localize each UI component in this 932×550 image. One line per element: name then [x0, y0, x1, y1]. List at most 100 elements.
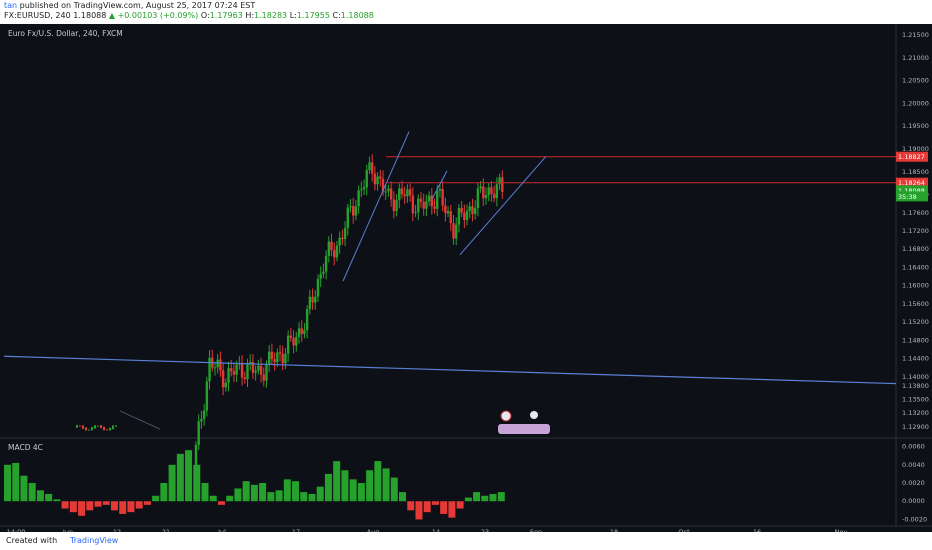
candle-body — [476, 188, 480, 209]
chart-area[interactable]: 1.21500 1.21000 1.20500 1.20000 1.19500 1.190… — [0, 24, 932, 532]
change-value: +0.00103 (+0.09%) — [117, 11, 199, 20]
candle-body — [292, 337, 295, 346]
candle-body — [408, 189, 412, 196]
candle-body — [365, 170, 368, 188]
candle-body — [303, 330, 306, 334]
event-flag-icon — [498, 424, 550, 434]
price-tick-label: 1.14000 — [902, 373, 929, 381]
candle-body — [232, 371, 236, 375]
candle-body — [82, 425, 84, 429]
macd-bar — [324, 473, 332, 502]
time-tick-label: 21 — [162, 528, 170, 532]
price-tick-label: 1.17600 — [902, 209, 929, 217]
macd-bar — [473, 492, 481, 502]
candle-body — [430, 195, 434, 207]
candle-body — [482, 186, 485, 199]
candle-body — [411, 195, 415, 214]
candle-body — [276, 352, 279, 363]
macd-bar — [415, 501, 423, 520]
price-label-badge — [896, 191, 928, 202]
candle-body — [492, 193, 496, 199]
chart-svg[interactable]: 1.21500 1.21000 1.20500 1.20000 1.19500 1.190… — [0, 24, 932, 532]
macd-tick-label: 0.0020 — [902, 479, 925, 487]
price-tick-label: 1.16000 — [902, 282, 929, 290]
candle-body — [460, 207, 463, 213]
publish-header: tan published on TradingView.com, August… — [0, 0, 932, 24]
author-link[interactable]: tan — [4, 1, 18, 10]
close-label: C: — [332, 11, 341, 20]
price-label-badge — [896, 185, 928, 196]
macd-bar — [464, 497, 472, 502]
macd-bar — [20, 475, 28, 502]
macd-tick-label: 0.0000 — [902, 497, 925, 505]
macd-bar — [283, 479, 291, 502]
open-value: 1.17963 — [209, 11, 243, 20]
candle-body — [498, 177, 501, 185]
candle-body — [417, 198, 420, 213]
macd-bar — [497, 492, 505, 502]
time-tick-label: 18 — [610, 528, 618, 532]
candle-body — [419, 198, 423, 202]
macd-bar — [152, 495, 160, 502]
candle-body — [501, 177, 504, 192]
candle-body — [281, 353, 284, 364]
candle-body — [213, 367, 217, 369]
candle-body — [484, 195, 488, 199]
candle-body — [346, 207, 349, 229]
price-tick-label: 1.21000 — [902, 54, 929, 62]
macd-bar — [275, 490, 283, 502]
publish-line: tan published on TradingView.com, August… — [4, 1, 255, 11]
price-label-text: 35:38 — [898, 193, 917, 201]
candle-body — [444, 205, 447, 214]
candle-body — [115, 425, 117, 427]
high-label: H: — [245, 11, 255, 20]
candle-body — [88, 429, 90, 431]
candle-body — [338, 237, 341, 246]
candle-body — [360, 189, 363, 191]
macd-bar — [489, 493, 497, 502]
macd-bar — [399, 492, 407, 502]
macd-bar — [78, 501, 86, 516]
time-tick-label: 14 — [432, 528, 440, 532]
open-label: O: — [200, 11, 210, 20]
created-with-text: Created with — [6, 536, 58, 545]
candle-body — [381, 178, 385, 192]
candle-body — [224, 382, 228, 388]
macd-bar — [333, 461, 341, 502]
time-tick-label: 16 — [753, 528, 761, 532]
candle-body — [376, 176, 379, 185]
time-tick-label: Jun — [62, 528, 73, 532]
candle-body — [112, 425, 114, 430]
price-tick-label: 1.13200 — [902, 409, 929, 417]
candle-body — [370, 162, 374, 174]
price-label-badge — [896, 177, 928, 188]
macd-bar — [45, 493, 53, 502]
candle-body — [257, 365, 260, 371]
candle-body — [327, 241, 331, 256]
price-tick-label: 1.20000 — [902, 99, 929, 107]
candle-body — [457, 207, 461, 225]
tradingview-logo-link[interactable]: TradingView — [70, 536, 119, 545]
macd-bar — [36, 490, 44, 502]
candle-body — [330, 241, 333, 251]
macd-bar — [357, 483, 365, 502]
candle-body — [473, 208, 477, 215]
price-label-text: 1.18827 — [898, 153, 925, 161]
candle-body — [379, 176, 382, 179]
candle-body — [357, 190, 360, 207]
macd-bar — [135, 501, 143, 509]
time-tick-label: 12 — [113, 528, 121, 532]
macd-bar — [102, 501, 110, 505]
macd-bar — [209, 495, 217, 502]
time-tick-label: Aug — [367, 528, 380, 532]
candle-body — [335, 245, 339, 258]
candle-body — [425, 201, 428, 209]
candle-body — [295, 336, 298, 346]
time-tick-label: Sep — [530, 528, 542, 532]
price-tick-label: 1.14800 — [902, 336, 929, 344]
candle-body — [341, 237, 344, 240]
macd-bar — [390, 477, 398, 502]
macd-bar — [69, 501, 77, 513]
macd-bar — [12, 462, 20, 502]
symbol-label: FX:EURUSD, 240 — [4, 11, 71, 20]
